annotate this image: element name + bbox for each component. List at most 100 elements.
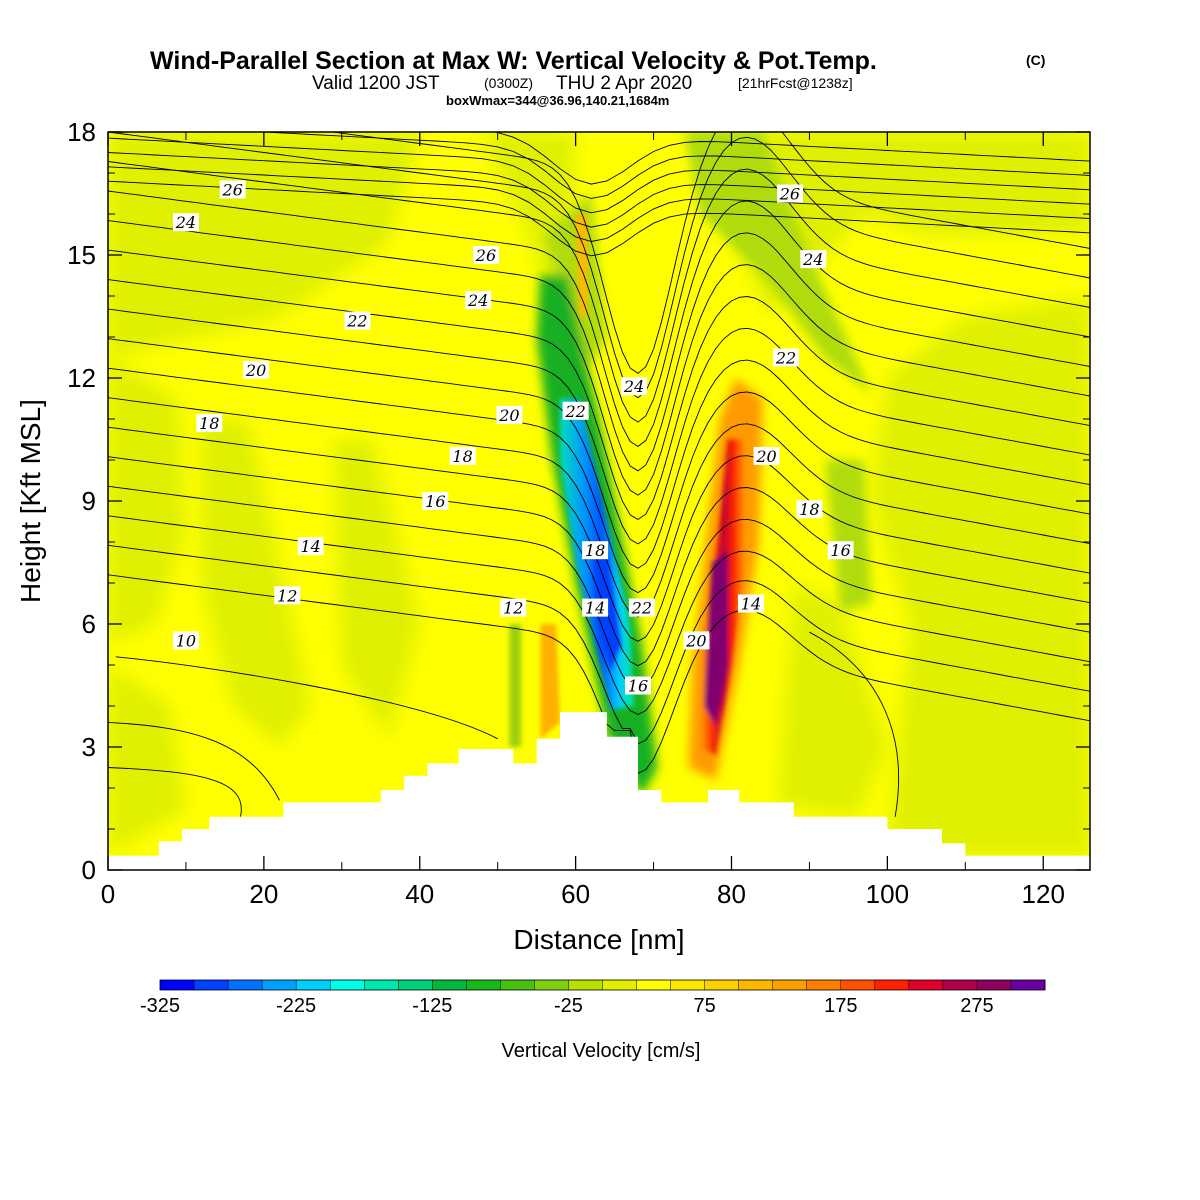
- label-text: 10: [176, 631, 196, 650]
- x-tick-label: 40: [405, 879, 434, 909]
- label-text: 22: [346, 312, 367, 331]
- isentrope-line: [108, 485, 1090, 691]
- isentrope-label: 16: [422, 492, 449, 511]
- isentrope-line: [108, 721, 280, 801]
- x-axis-label: Distance [nm]: [513, 924, 684, 955]
- label-box: [344, 311, 371, 330]
- isentrope-line: [328, 132, 1090, 374]
- x-tick-label: 80: [717, 879, 746, 909]
- colorbar-swatch: [602, 980, 638, 990]
- terrain: [108, 712, 1090, 870]
- box-info-text: boxWmax=344@36.96,140.21,1684m: [446, 93, 669, 108]
- isentrope-line: [108, 137, 1090, 214]
- label-box: [773, 348, 800, 367]
- label-text: 14: [300, 537, 320, 556]
- isentrope-label: 18: [796, 500, 823, 519]
- label-box: [753, 446, 780, 465]
- colorbar-swatch: [330, 980, 365, 990]
- isentrope-line: [108, 456, 1090, 667]
- label-text: 18: [799, 500, 819, 519]
- y-tick-label: 18: [67, 117, 96, 147]
- x-tick-label: 20: [249, 879, 278, 909]
- isentrope-line: [108, 190, 1090, 447]
- isentrope-line: [108, 166, 1090, 242]
- colorbar-swatch: [296, 980, 331, 990]
- colorbar-tick-label: 75: [693, 995, 715, 1017]
- colorbar-swatch: [772, 980, 808, 990]
- velocity-shading: [108, 132, 1090, 856]
- isentrope-label: 22: [773, 348, 800, 368]
- colorbar-swatch: [364, 980, 399, 990]
- label-box: [562, 401, 589, 420]
- label-text: 16: [425, 492, 445, 511]
- secondary-updraft: [540, 624, 561, 739]
- isentrope-line: [108, 574, 1090, 775]
- isentrope-label: 20: [496, 405, 523, 425]
- isentrope-label: 18: [196, 414, 223, 433]
- colorbar-swatch: [500, 980, 535, 990]
- sink-band: [544, 193, 607, 378]
- isentrope-label: 22: [344, 311, 371, 331]
- isentrope-line: [108, 132, 1090, 399]
- terrain-fill: [108, 712, 1090, 870]
- colorbar-title: Vertical Velocity [cm/s]: [502, 1040, 701, 1062]
- colorbar-swatch: [534, 980, 569, 990]
- isentrope-label: 20: [683, 631, 710, 650]
- label-box: [274, 586, 301, 605]
- forecast-info-text: [21hrFcst@1238z]: [738, 75, 853, 91]
- chart-title: Wind-Parallel Section at Max W: Vertical…: [150, 47, 877, 75]
- label-box: [219, 180, 246, 199]
- isentrope-label: 26: [472, 246, 499, 265]
- isentrope-line: [108, 279, 1090, 521]
- isentrope-line: [108, 220, 1090, 472]
- colorbar-swatch: [398, 980, 433, 990]
- x-tick-label: 60: [561, 879, 590, 909]
- isentrope-label: 20: [243, 360, 270, 380]
- valid-date-text: THU 2 Apr 2020: [556, 73, 692, 94]
- label-text: 26: [222, 180, 243, 199]
- isentrope-line: [108, 544, 1090, 745]
- secondary-downdraft: [509, 624, 522, 747]
- label-box: [465, 291, 492, 310]
- label-box: [827, 541, 854, 560]
- colorbar-swatch: [670, 980, 706, 990]
- colorbar-swatch: [636, 980, 672, 990]
- weak-sink-band: [108, 357, 186, 645]
- label-box: [737, 594, 764, 613]
- colorbar-swatch: [704, 980, 740, 990]
- label-box: [472, 246, 499, 264]
- label-text: 24: [467, 291, 488, 310]
- isentrope-line: [108, 249, 1090, 496]
- isentrope-line: [108, 338, 1090, 569]
- isentrope-label: 24: [800, 250, 827, 269]
- label-text: 18: [199, 414, 219, 433]
- isentrope-label: 18: [582, 541, 609, 560]
- label-box: [422, 492, 449, 510]
- label-text: 22: [631, 599, 652, 618]
- label-text: 12: [277, 586, 297, 605]
- colorbar-swatch: [432, 980, 467, 990]
- isentrope-line: [108, 161, 1090, 423]
- isentrope-line: [809, 631, 899, 817]
- x-tick-label: 100: [866, 879, 909, 909]
- label-text: 22: [775, 349, 796, 368]
- colorbar-swatch: [228, 980, 263, 990]
- sink-band: [825, 460, 872, 612]
- colorbar-swatch: [568, 980, 603, 990]
- x-tick-label: 120: [1022, 879, 1065, 909]
- isentrope-label: 20: [753, 446, 780, 466]
- label-box: [796, 500, 823, 519]
- isentrope-line: [491, 132, 1090, 185]
- label-text: 24: [623, 377, 644, 396]
- colorbar-tick-label: -325: [140, 995, 180, 1017]
- plot-area: 26 24 26 24 22 20 20 18 18 16 14 12 12 10 22 24 18 14 22 16…: [108, 132, 1090, 870]
- valid-time-text: Valid 1200 JST: [312, 73, 440, 94]
- weak-sink-band: [334, 439, 420, 739]
- weak-sink-band: [871, 296, 1090, 856]
- isentrope-contours: [108, 132, 1090, 817]
- colorbar-swatch: [262, 980, 297, 990]
- label-text: 12: [503, 599, 523, 618]
- isentrope-label: 26: [776, 184, 803, 204]
- label-box: [621, 377, 648, 396]
- label-box: [800, 250, 827, 269]
